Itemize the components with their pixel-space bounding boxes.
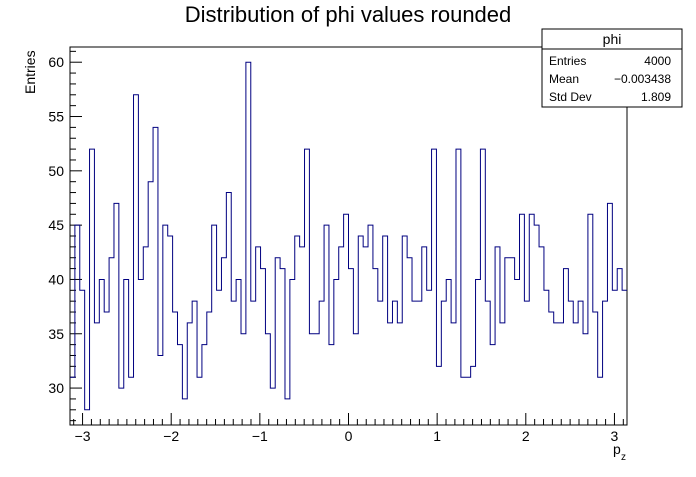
y-tick-label: 55 bbox=[48, 109, 64, 125]
stats-box-frame bbox=[541, 28, 683, 108]
stats-box-title: phi bbox=[603, 31, 622, 47]
stats-mean-value: −0.003438 bbox=[614, 72, 671, 86]
stats-entries-value: 4000 bbox=[644, 54, 671, 68]
histogram-line bbox=[70, 61, 627, 411]
y-tick-label: 45 bbox=[48, 217, 64, 233]
x-tick-label: 0 bbox=[345, 428, 353, 444]
x-tick-label: −3 bbox=[75, 428, 91, 444]
x-axis-label-subscript: z bbox=[621, 452, 626, 463]
y-tick-label: 60 bbox=[48, 54, 64, 70]
stats-stddev-label: Std Dev bbox=[549, 90, 592, 104]
stats-entries-label: Entries bbox=[549, 54, 586, 68]
y-tick-label: 40 bbox=[48, 271, 64, 287]
x-tick-label: −1 bbox=[252, 428, 268, 444]
stats-box: phi Entries 4000 Mean −0.003438 Std Dev … bbox=[541, 28, 683, 108]
stats-stddev-value: 1.809 bbox=[641, 90, 671, 104]
x-axis-label-main: p bbox=[613, 441, 621, 457]
y-axis-label: Entries bbox=[22, 50, 38, 94]
y-tick-label: 30 bbox=[48, 380, 64, 396]
x-tick-label: 3 bbox=[611, 428, 619, 444]
y-tick-label: 35 bbox=[48, 326, 64, 342]
chart-title: Distribution of phi values rounded bbox=[185, 2, 512, 27]
y-axis: 30 35 40 45 50 55 60 bbox=[48, 50, 82, 422]
x-tick-label: 2 bbox=[522, 428, 530, 444]
x-axis: −3 −2 −1 0 1 2 3 bbox=[73, 413, 624, 444]
x-tick-label: −2 bbox=[163, 428, 179, 444]
x-tick-label: 1 bbox=[433, 428, 441, 444]
x-axis-label: p bbox=[613, 441, 621, 457]
y-tick-label: 50 bbox=[48, 163, 64, 179]
stats-mean-label: Mean bbox=[549, 72, 579, 86]
